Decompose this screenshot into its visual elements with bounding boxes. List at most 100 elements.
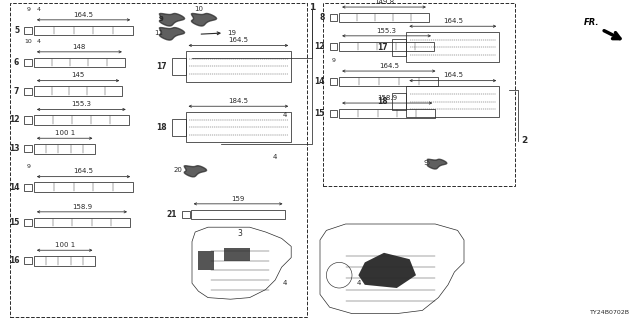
Bar bbox=[198, 251, 214, 270]
Bar bbox=[339, 13, 429, 22]
Bar bbox=[182, 211, 190, 218]
Bar bbox=[339, 42, 434, 51]
Text: 21: 21 bbox=[167, 210, 177, 219]
Text: 164.5: 164.5 bbox=[228, 37, 248, 43]
Text: 14: 14 bbox=[314, 77, 324, 86]
Text: 5: 5 bbox=[14, 26, 19, 35]
Text: 1: 1 bbox=[308, 3, 315, 12]
Text: TY24B0702B: TY24B0702B bbox=[590, 310, 630, 315]
Bar bbox=[392, 39, 406, 56]
Text: 16: 16 bbox=[9, 256, 19, 265]
Text: 4: 4 bbox=[37, 39, 41, 44]
Bar bbox=[191, 210, 285, 219]
Text: 4: 4 bbox=[273, 154, 277, 160]
Bar bbox=[406, 32, 499, 62]
Text: 18: 18 bbox=[156, 123, 167, 132]
Text: 7: 7 bbox=[14, 87, 19, 96]
Text: 100 1: 100 1 bbox=[54, 242, 75, 248]
Bar bbox=[323, 3, 515, 186]
Text: 145: 145 bbox=[72, 72, 84, 78]
Bar bbox=[34, 86, 122, 96]
Text: 8: 8 bbox=[319, 13, 324, 22]
Bar bbox=[34, 144, 95, 154]
Bar bbox=[24, 219, 32, 226]
Text: 100 1: 100 1 bbox=[54, 130, 75, 136]
Text: 4: 4 bbox=[283, 280, 287, 286]
Text: 18: 18 bbox=[377, 97, 388, 106]
Bar bbox=[24, 145, 32, 152]
Text: 9: 9 bbox=[158, 16, 163, 21]
Text: 10: 10 bbox=[194, 6, 203, 12]
Text: 10: 10 bbox=[24, 39, 32, 44]
Text: 4: 4 bbox=[37, 7, 41, 12]
Text: 159: 159 bbox=[232, 196, 244, 202]
Polygon shape bbox=[184, 166, 207, 177]
Bar bbox=[186, 112, 291, 142]
Polygon shape bbox=[428, 159, 447, 169]
Text: 158.9: 158.9 bbox=[377, 95, 397, 101]
Text: 184.5: 184.5 bbox=[228, 98, 248, 104]
Polygon shape bbox=[159, 13, 184, 26]
Bar bbox=[172, 58, 186, 75]
Text: 15: 15 bbox=[314, 109, 324, 118]
Polygon shape bbox=[358, 253, 416, 288]
Polygon shape bbox=[191, 13, 216, 26]
Text: 4: 4 bbox=[356, 280, 360, 286]
Bar bbox=[24, 88, 32, 95]
Text: 164.5: 164.5 bbox=[379, 63, 399, 69]
Text: 17: 17 bbox=[156, 62, 167, 71]
Text: 6: 6 bbox=[14, 58, 19, 67]
Text: 11: 11 bbox=[154, 30, 163, 36]
Text: 9: 9 bbox=[423, 160, 428, 166]
Text: 19: 19 bbox=[227, 30, 236, 36]
Bar bbox=[34, 256, 95, 266]
Text: 148: 148 bbox=[73, 44, 86, 50]
Bar bbox=[172, 119, 186, 136]
Bar bbox=[24, 184, 32, 191]
Bar bbox=[34, 115, 129, 125]
Bar bbox=[34, 26, 133, 35]
Text: 4: 4 bbox=[283, 112, 287, 118]
Bar bbox=[224, 248, 250, 261]
Bar bbox=[24, 116, 32, 124]
Text: 20: 20 bbox=[173, 167, 182, 173]
Text: FR.: FR. bbox=[584, 18, 600, 27]
Bar bbox=[24, 27, 32, 34]
Bar bbox=[24, 257, 32, 264]
Text: 9: 9 bbox=[26, 164, 30, 169]
Bar bbox=[330, 43, 337, 50]
Bar bbox=[330, 110, 337, 117]
Text: 12: 12 bbox=[314, 42, 324, 51]
Bar bbox=[339, 77, 438, 86]
Text: 14: 14 bbox=[9, 183, 19, 192]
Bar bbox=[406, 86, 499, 117]
Text: 149.8: 149.8 bbox=[374, 0, 394, 5]
Text: 164.5: 164.5 bbox=[443, 18, 463, 24]
Text: 155.3: 155.3 bbox=[71, 101, 92, 107]
Bar bbox=[34, 182, 133, 192]
Text: 13: 13 bbox=[9, 144, 19, 153]
Text: 164.5: 164.5 bbox=[443, 72, 463, 78]
Polygon shape bbox=[159, 28, 184, 40]
Bar bbox=[330, 78, 337, 85]
Text: 164.5: 164.5 bbox=[74, 168, 93, 174]
Bar bbox=[24, 59, 32, 66]
Text: 9: 9 bbox=[159, 16, 163, 21]
Text: 2: 2 bbox=[522, 136, 528, 145]
Text: 15: 15 bbox=[9, 218, 19, 227]
Text: 9: 9 bbox=[26, 7, 30, 12]
Text: 3: 3 bbox=[237, 229, 243, 238]
Bar bbox=[10, 3, 307, 317]
Bar bbox=[186, 51, 291, 82]
Text: 17: 17 bbox=[377, 43, 388, 52]
Bar bbox=[34, 58, 125, 67]
Bar bbox=[330, 14, 337, 21]
Bar bbox=[34, 218, 130, 227]
Bar bbox=[339, 109, 435, 118]
Text: 12: 12 bbox=[9, 116, 19, 124]
Text: 158.9: 158.9 bbox=[72, 204, 92, 210]
Text: 155.3: 155.3 bbox=[376, 28, 397, 34]
Text: 164.5: 164.5 bbox=[74, 12, 93, 18]
Text: 9: 9 bbox=[332, 58, 335, 63]
Bar bbox=[392, 93, 406, 110]
